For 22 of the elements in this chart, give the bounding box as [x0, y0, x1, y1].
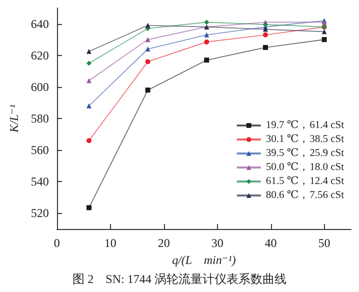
x-tick-label: 20 — [158, 236, 170, 250]
legend-label: 39.5 ℃，25.9 cSt — [266, 148, 344, 159]
y-tick-label: 560 — [30, 143, 49, 158]
x-tick-label: 10 — [104, 236, 116, 250]
y-tick-label: 580 — [30, 112, 49, 126]
legend-label: 19.7 ℃，61.4 cSt — [266, 120, 344, 131]
text: 图 2 SN: 1744 涡轮流量计仪表系数曲线 — [72, 272, 286, 286]
y-tick-label: 640 — [30, 16, 49, 31]
legend-label: 30.1 ℃，38.5 cSt — [266, 134, 344, 145]
y-axis-title: K/L⁻¹ — [7, 104, 21, 134]
y-tick-label: 620 — [30, 48, 49, 62]
x-axis-title: q/(L min⁻¹) — [172, 252, 236, 267]
y-tick-label: 600 — [30, 80, 49, 94]
x-tick-label: 50 — [318, 236, 330, 250]
y-tick-label: 520 — [30, 206, 49, 220]
legend-label: 61.5 ℃，12.4 cSt — [266, 176, 344, 187]
legend-label: 50.0 ℃，18.0 cSt — [266, 162, 344, 173]
legend-label: 80.6 ℃，7.56 cSt — [266, 190, 344, 201]
x-tick-label: 30 — [211, 236, 224, 250]
x-tick-label: 40 — [264, 236, 277, 250]
x-tick-label: 0 — [54, 236, 60, 250]
y-tick-label: 540 — [30, 174, 49, 189]
